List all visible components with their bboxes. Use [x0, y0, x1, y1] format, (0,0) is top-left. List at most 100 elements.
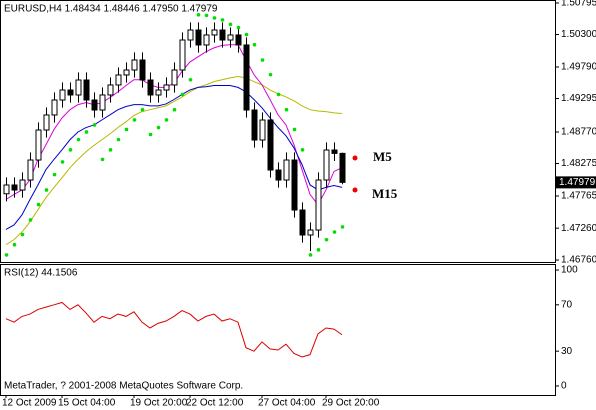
candle-body	[283, 159, 290, 181]
sar-dot	[52, 172, 57, 177]
sar-dot	[212, 16, 217, 20]
annotation-dot	[352, 187, 358, 193]
y-tick-label: 1.50300	[561, 29, 596, 40]
candle-body	[235, 34, 242, 46]
candle-body	[107, 84, 114, 96]
sar-dot	[36, 202, 41, 207]
candle-body	[211, 29, 218, 36]
sar-dot	[100, 157, 105, 162]
annotation: M5	[373, 149, 392, 164]
sar-dot	[260, 58, 265, 62]
sar-dot	[148, 132, 153, 137]
main-panel	[0, 0, 556, 263]
candle-body	[251, 109, 258, 141]
x-tick-label: 22 Oct 12:00	[186, 398, 244, 409]
candle-body	[243, 44, 250, 111]
moving-average	[5, 84, 343, 230]
candle-body	[171, 69, 178, 86]
sar-dot	[292, 127, 297, 132]
moving-average	[5, 76, 343, 246]
sar-dot	[244, 32, 249, 37]
candle-body	[3, 184, 10, 195]
candle-body	[339, 152, 346, 183]
candle-body	[11, 184, 18, 191]
x-tick-label: 15 Oct 04:00	[58, 398, 116, 409]
y-tick-label: 70	[561, 299, 573, 310]
annotation: M15	[372, 186, 398, 201]
sar-dot	[164, 118, 169, 122]
sar-dot	[28, 218, 33, 222]
sar-dot	[132, 118, 137, 122]
sar-dot	[196, 12, 201, 17]
sar-dot	[252, 42, 257, 47]
candle-body	[43, 114, 50, 131]
candle-body	[331, 149, 338, 154]
sar-dot	[316, 248, 321, 252]
sar-dot	[300, 148, 305, 152]
candle-body	[219, 29, 226, 41]
candle-body	[139, 59, 146, 81]
candle-body	[67, 89, 74, 96]
y-tick-label: 0	[561, 381, 567, 392]
sar-dot	[84, 130, 89, 134]
candle-body	[51, 99, 58, 116]
candle-body	[115, 74, 122, 86]
sar-dot	[188, 77, 193, 82]
sar-dot	[228, 22, 233, 27]
last-price-box	[556, 176, 596, 189]
sar-dot	[180, 92, 185, 97]
x-tick-label: 12 Oct 2009	[2, 398, 57, 409]
candle-body	[203, 34, 210, 46]
candle-body	[155, 89, 162, 96]
y-tick-label: 1.48275	[561, 158, 596, 169]
sar-dot	[92, 123, 97, 127]
candle-body	[259, 119, 266, 141]
x-tick-label: 27 Oct 04:00	[258, 398, 316, 409]
sar-dot	[124, 127, 129, 132]
candle-body	[131, 59, 138, 71]
candle-body	[187, 29, 194, 41]
sar-dot	[220, 18, 225, 22]
sar-dot	[204, 13, 209, 18]
candle-body	[99, 94, 106, 111]
x-tick-label: 19 Oct 20:00	[130, 398, 188, 409]
sar-dot	[68, 148, 73, 152]
footer: MetaTrader, ? 2001-2008 MetaQuotes Softw…	[4, 381, 243, 392]
y-tick-label: 1.47765	[561, 191, 596, 202]
candle-body	[123, 69, 130, 76]
rsi-title: RSI(12) 44.1506	[4, 268, 78, 279]
sar-dot	[4, 253, 9, 257]
y-tick-label: 30	[561, 346, 573, 357]
sar-dot	[140, 107, 145, 112]
candle-body	[315, 179, 322, 231]
sar-dot	[276, 92, 281, 97]
candle-body	[179, 39, 186, 71]
annotation-dot	[352, 155, 358, 161]
sar-dot	[156, 125, 161, 130]
sar-dot	[44, 188, 49, 192]
sar-dot	[268, 72, 273, 77]
candle-body	[307, 229, 314, 236]
sar-dot	[60, 160, 65, 164]
candle-body	[299, 209, 306, 236]
sar-dot	[12, 242, 17, 247]
rsi-line	[5, 301, 343, 358]
sar-dot	[172, 107, 177, 112]
sar-dot	[236, 25, 241, 30]
candle-body	[275, 169, 282, 181]
candle-body	[27, 159, 34, 181]
candle-body	[267, 119, 274, 171]
candle-body	[147, 79, 154, 96]
last-price-label: 1.47979	[559, 177, 596, 188]
y-tick-label: 1.46760	[561, 255, 596, 266]
y-tick-label: 100	[561, 265, 578, 276]
sar-dot	[108, 148, 113, 152]
y-tick-label: 1.47260	[561, 223, 596, 234]
candle-body	[227, 34, 234, 41]
y-tick-label: 1.50795	[561, 0, 596, 9]
rsi-panel	[0, 264, 556, 396]
sar-dot	[340, 225, 345, 229]
chart-title: EURUSD,H4 1.48434 1.48446 1.47950 1.4797…	[4, 4, 218, 15]
